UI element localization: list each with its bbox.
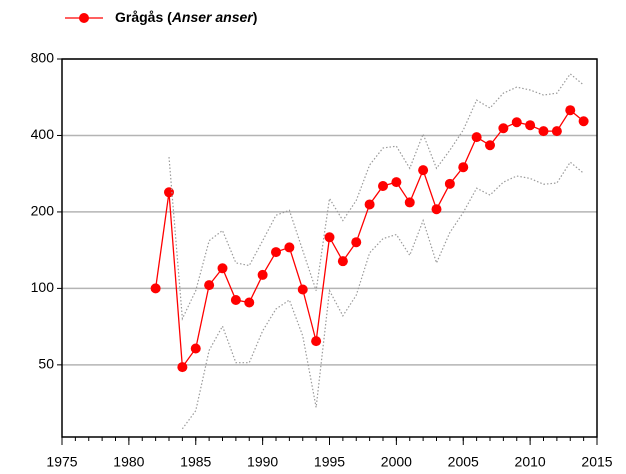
data-point — [444, 178, 455, 189]
y-tick-label: 50 — [38, 356, 54, 372]
x-tick-label: 2005 — [448, 454, 479, 470]
data-point — [551, 126, 562, 137]
x-tick-label: 1980 — [113, 454, 144, 470]
y-tick-label: 200 — [31, 203, 55, 219]
data-point — [177, 362, 188, 373]
data-point — [458, 162, 469, 173]
data-point — [485, 140, 495, 151]
data-point — [324, 232, 335, 243]
data-point — [244, 297, 255, 308]
data-point — [378, 180, 388, 191]
data-point — [311, 336, 322, 347]
data-point — [511, 117, 522, 128]
band-line — [168, 73, 585, 321]
plot-frame — [61, 58, 598, 438]
x-tick-label: 1985 — [180, 454, 211, 470]
data-point — [538, 126, 549, 137]
data-line — [154, 109, 585, 369]
data-point — [471, 132, 482, 143]
legend-marker — [79, 13, 89, 23]
data-point — [418, 165, 429, 176]
data-point — [257, 269, 268, 280]
x-tick-label: 1995 — [314, 454, 345, 470]
legend: Grågås (Anser anser) — [65, 9, 257, 25]
y-tick-label: 400 — [31, 126, 55, 142]
x-tick-label: 2010 — [515, 454, 546, 470]
data-point — [190, 343, 201, 354]
legend-label: Grågås (Anser anser) — [115, 9, 257, 25]
data-point — [297, 284, 308, 295]
data-point — [431, 204, 442, 215]
data-point — [204, 280, 215, 291]
data-point — [351, 237, 362, 248]
data-point — [364, 199, 375, 210]
data-point — [230, 295, 241, 306]
data-point — [271, 247, 281, 258]
data-point — [525, 120, 536, 131]
x-tick-label: 2000 — [381, 454, 412, 470]
x-tick-label: 2015 — [581, 454, 612, 470]
data-point — [565, 105, 576, 116]
data-point — [337, 256, 348, 267]
data-point — [404, 197, 415, 208]
y-tick-label: 100 — [31, 279, 55, 295]
x-tick-label: 1975 — [46, 454, 77, 470]
data-point — [150, 283, 161, 294]
data-point — [217, 263, 228, 274]
data-point — [498, 123, 509, 134]
band-line — [181, 161, 585, 430]
y-tick-label: 800 — [31, 50, 55, 66]
x-tick-label: 1990 — [247, 454, 278, 470]
data-point — [391, 177, 402, 188]
data-point — [284, 242, 295, 253]
data-point — [578, 116, 589, 127]
